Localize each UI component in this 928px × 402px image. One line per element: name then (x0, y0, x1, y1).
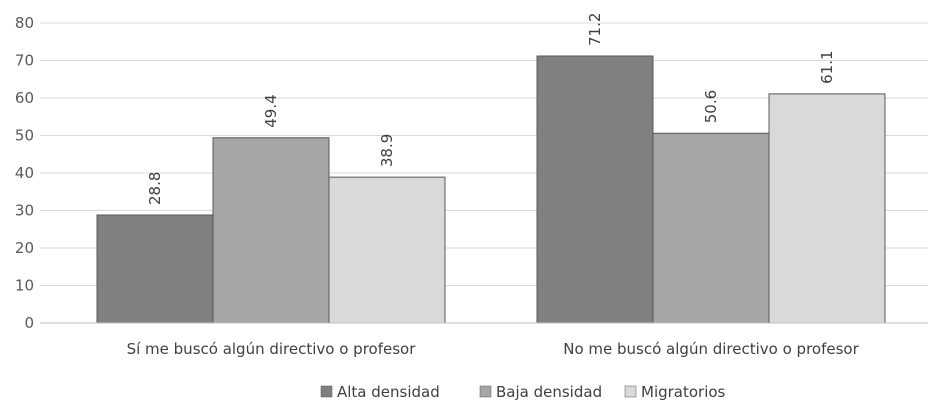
y-axis: 0 10 20 30 40 50 60 70 80 (15, 14, 34, 332)
legend-label: Migratorios (641, 383, 726, 401)
bar (536, 55, 654, 324)
data-label: 28.8 (146, 172, 164, 205)
bars (96, 55, 886, 324)
y-tick-label: 0 (24, 314, 34, 332)
y-tick-label: 20 (15, 239, 34, 257)
bar (652, 132, 770, 324)
data-label: 38.9 (378, 134, 396, 167)
legend-swatch (624, 385, 637, 398)
y-tick-label: 70 (15, 52, 34, 70)
x-axis: Sí me buscó algún directivo o profesor No… (40, 322, 928, 358)
bar (768, 93, 886, 324)
data-label: 49.4 (262, 94, 280, 127)
bar (328, 176, 446, 324)
category-label: Sí me buscó algún directivo o profesor (127, 340, 417, 358)
bar (96, 214, 214, 324)
data-label: 61.1 (818, 50, 836, 83)
y-tick-label: 60 (15, 89, 34, 107)
y-tick-label: 40 (15, 164, 34, 182)
y-tick-label: 10 (15, 277, 34, 295)
y-tick-label: 50 (15, 127, 34, 145)
legend-swatch (320, 385, 333, 398)
category-label: No me buscó algún directivo o profesor (563, 340, 859, 358)
data-label: 50.6 (702, 90, 720, 123)
bar (212, 137, 330, 324)
legend-swatch (479, 385, 492, 398)
data-labels: 28.8 71.2 49.4 50.6 38.9 61.1 (146, 13, 836, 205)
legend-label: Alta densidad (337, 383, 440, 401)
y-tick-label: 80 (15, 14, 34, 32)
legend: Alta densidad Baja densidad Migratorios (320, 383, 726, 401)
data-label: 71.2 (586, 13, 604, 46)
y-tick-label: 30 (15, 202, 34, 220)
legend-label: Baja densidad (496, 383, 602, 401)
